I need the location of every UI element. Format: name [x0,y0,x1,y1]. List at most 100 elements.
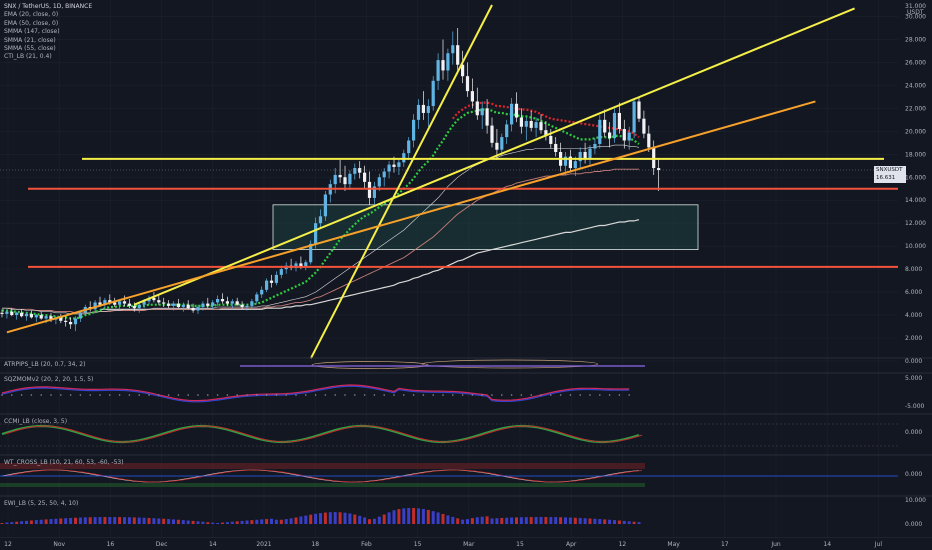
candle-body [461,64,465,77]
pane-tick-label: 0.000 [905,521,922,528]
pane-label-ewi[interactable]: EWI_LB (5, 25, 50, 4, 10) [4,500,79,507]
sqz-dot [501,394,503,396]
ewi-bar [299,516,303,524]
sqz-dot [285,394,288,396]
pane-tick-label: 0.000 [905,471,922,478]
ewi-bar [338,512,342,524]
sqz-dot [373,394,376,396]
indicator-smma55[interactable]: SMMA (55, close) [4,45,56,53]
candle-body [598,119,602,144]
symbol-title[interactable]: SNX / TetherUS, 1D, BINANCE [4,3,93,10]
sqz-dot [79,394,82,396]
badge-countdown: 16:28:22 [876,183,901,189]
candle-body [510,103,514,125]
ewi-bar [49,519,53,524]
ewi-bar [348,513,352,524]
candle-body [59,317,63,321]
candle-body [98,302,102,305]
candle-body [377,177,381,187]
ewi-bar [64,518,68,524]
ewi-bar [176,519,180,524]
sqz-dot [432,394,435,396]
ewi-bar [583,518,587,524]
price-axis[interactable]: 0.000 2.000 4.000 6.000 8.000 10.000 12.000 14.… [905,3,926,528]
sqz-blue [1,385,630,403]
time-tick-label: 2021 [256,541,271,548]
ewi-bar [93,517,97,524]
ewi-bar [172,519,175,524]
indicator-ema20[interactable]: EMA (20, close, 0) [4,11,59,19]
sqz-dot [599,394,601,396]
sqz-dot [618,394,621,396]
ewi-bar [363,517,367,524]
pane-label-sqzmom[interactable]: SQZMOMv2 (20, 2, 20, 1.5, 5) [4,376,94,383]
sqz-dot [442,394,444,396]
ewi-bar [74,517,77,524]
pane-label-atrpips[interactable]: ATRPIPS_LB (20, 0.7, 34, 2) [4,361,86,368]
price-tick-label: 0.000 [905,358,922,365]
sqz-dot [579,394,581,396]
sqz-dot [187,394,189,396]
ewi-bar [5,522,9,524]
indicator-ema50[interactable]: EMA (50, close, 0) [4,19,59,27]
candle-body [642,118,646,134]
candle-body [186,304,190,309]
ewi-bar [564,517,567,524]
candle-body [544,130,548,136]
ewi-bar [510,517,514,524]
time-axis[interactable]: 12 Nov 16 Dec 14 2021 18 Feb 15 Mar 15 Apr 12 May 17 Ju… [0,538,932,550]
indicator-smma21[interactable]: SMMA (21, close) [4,36,56,44]
candle-body [397,162,401,167]
candle-body [113,302,117,305]
ewi-bar [358,515,362,524]
ewi-bar [69,517,73,524]
candle-body [627,132,631,141]
atr-ellipse [421,359,599,369]
candle-body [64,320,68,322]
candle-body [196,307,200,311]
candle-body [348,173,352,185]
pane-tick-label: 0.000 [905,429,922,436]
ewi-bar [304,515,308,524]
ewi-bar [167,519,171,524]
sqz-dot [363,394,366,396]
pane-label-wtcross[interactable]: WT_CROSS_LB (10, 21, 60, 53, -60, -53) [4,459,124,466]
candle-body [363,172,367,182]
candle-body [260,289,264,295]
ewi-bar [25,520,28,524]
candle-body [0,312,4,314]
ewi-bar [392,510,396,524]
price-tick-label: 14.000 [905,197,926,204]
last-price-badge: SNXUSDT 16.631 16:28:22 [874,166,906,189]
candle-body [539,122,543,131]
ewi-bar [0,523,4,524]
indicator-smma147[interactable]: SMMA (147, close) [4,28,60,36]
sqz-dot [60,394,62,396]
ewi-bar [230,521,234,524]
candle-body [93,302,97,310]
sqz-dot [334,394,337,396]
price-tick-label: 28.000 [905,36,926,43]
ewi-bar [39,519,43,524]
ewi-bar [20,521,24,524]
candle-body [338,174,342,178]
ewi-bar [250,520,254,524]
indicator-cti[interactable]: CTI_LB (21, 0.4) [4,53,52,61]
candle-body [34,315,38,318]
price-tick-label: 22.000 [905,105,926,112]
ewi-bar [113,517,117,524]
candle-body [24,313,29,317]
candle-body [446,53,450,71]
ewi-bar [412,507,416,524]
candle-body [407,140,411,154]
sqz-dot [118,394,121,396]
ewi-bar [137,517,141,524]
ewi-bar [216,522,220,524]
ewi-bar [588,518,592,524]
wt-signal [4,469,643,483]
ewi-bar [196,521,200,524]
sqz-dot [275,394,278,396]
pane-label-ccmi[interactable]: CCMI_LB (close, 3, 5) [4,418,68,425]
candle-body [382,171,386,178]
